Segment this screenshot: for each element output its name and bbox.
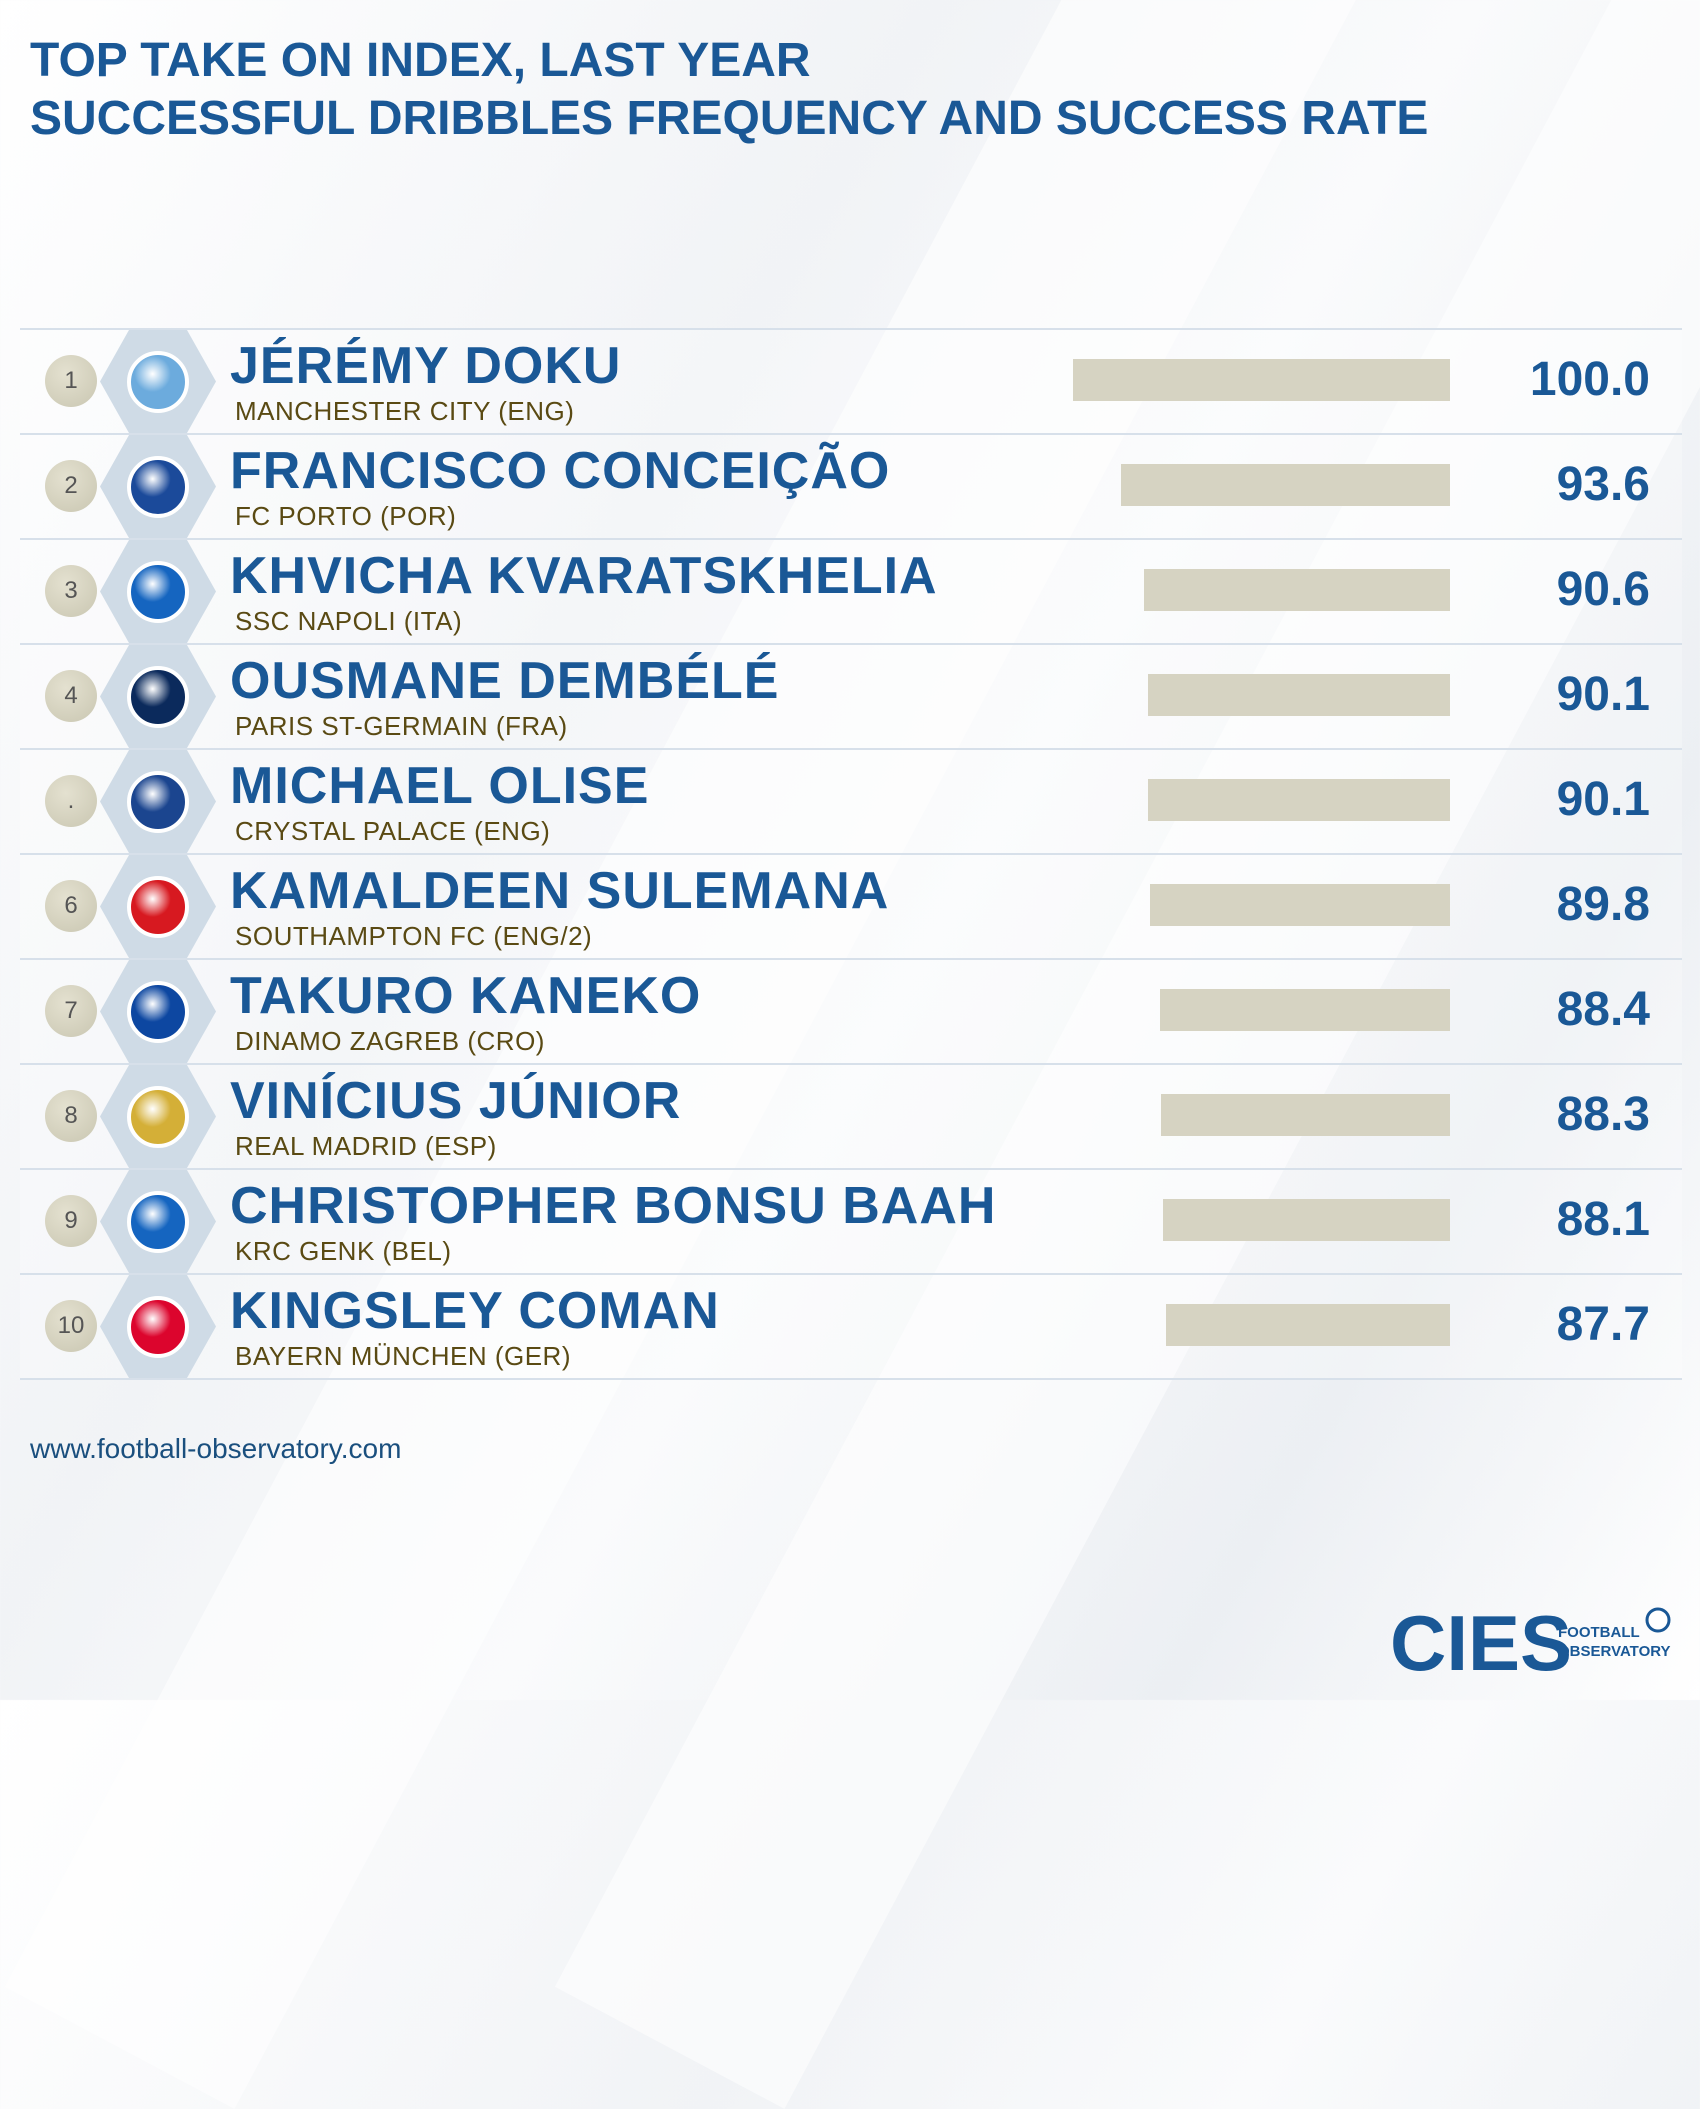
value-bar bbox=[1073, 359, 1450, 401]
rank-badge: 3 bbox=[45, 565, 97, 617]
value-bar bbox=[1148, 779, 1450, 821]
rank-badge: 8 bbox=[45, 1090, 97, 1142]
value-bar bbox=[1144, 569, 1450, 611]
rank-badge: 10 bbox=[45, 1300, 97, 1352]
player-name: CHRISTOPHER BONSU BAAH bbox=[230, 1177, 997, 1235]
player-name: VINÍCIUS JÚNIOR bbox=[230, 1072, 682, 1130]
logo-line-2: OBSERVATORY bbox=[1558, 1643, 1671, 1660]
table-row: 10 KINGSLEY COMAN BAYERN MÜNCHEN (GER) 87.7 bbox=[20, 1273, 1682, 1380]
value-label: 88.3 bbox=[1556, 1088, 1650, 1141]
value-label: 93.6 bbox=[1556, 458, 1650, 511]
rank-badge: . bbox=[45, 775, 97, 827]
dinamo-zagreb-crest-icon bbox=[127, 981, 189, 1043]
value-label: 88.4 bbox=[1556, 983, 1650, 1036]
value-label: 100.0 bbox=[1529, 353, 1650, 406]
cies-logo: CIES FOOTBALL OBSERVATORY bbox=[1390, 1600, 1671, 1680]
source-link[interactable]: www.football-observatory.com bbox=[30, 1433, 402, 1464]
value-bar bbox=[1121, 464, 1450, 506]
player-name: KAMALDEEN SULEMANA bbox=[230, 862, 890, 920]
rank-badge: 1 bbox=[45, 355, 97, 407]
title-line-2: SUCCESSFUL DRIBBLES FREQUENCY AND SUCCES… bbox=[30, 92, 1429, 145]
table-row: . MICHAEL OLISE CRYSTAL PALACE (ENG) 90.1 bbox=[20, 748, 1682, 853]
fc-porto-crest-icon bbox=[127, 456, 189, 518]
value-label: 89.8 bbox=[1556, 878, 1650, 931]
club-name: REAL MADRID (ESP) bbox=[235, 1131, 497, 1161]
club-name: SSC NAPOLI (ITA) bbox=[235, 606, 463, 636]
table-row: 8 VINÍCIUS JÚNIOR REAL MADRID (ESP) 88.3 bbox=[20, 1063, 1682, 1168]
real-madrid-crest-icon bbox=[127, 1086, 189, 1148]
player-name: JÉRÉMY DOKU bbox=[230, 337, 622, 395]
club-name: BAYERN MÜNCHEN (GER) bbox=[235, 1341, 571, 1371]
value-bar bbox=[1148, 674, 1450, 716]
rank-badge: 2 bbox=[45, 460, 97, 512]
value-label: 90.1 bbox=[1556, 668, 1650, 721]
table-row: 3 KHVICHA KVARATSKHELIA SSC NAPOLI (ITA) 90… bbox=[20, 538, 1682, 643]
psg-crest-icon bbox=[127, 666, 189, 728]
player-name: FRANCISCO CONCEIÇÃO bbox=[230, 442, 891, 500]
player-name: KINGSLEY COMAN bbox=[230, 1282, 720, 1340]
napoli-crest-icon bbox=[127, 561, 189, 623]
club-name: CRYSTAL PALACE (ENG) bbox=[235, 816, 551, 846]
logo-line-1: FOOTBALL bbox=[1558, 1624, 1640, 1641]
value-label: 87.7 bbox=[1556, 1298, 1650, 1351]
value-bar bbox=[1166, 1304, 1450, 1346]
value-bar bbox=[1161, 1094, 1450, 1136]
value-bar bbox=[1163, 1199, 1450, 1241]
value-bar bbox=[1150, 884, 1450, 926]
genk-crest-icon bbox=[127, 1191, 189, 1253]
player-name: OUSMANE DEMBÉLÉ bbox=[230, 652, 780, 710]
logo-brand: CIES bbox=[1390, 1600, 1572, 1680]
club-name: DINAMO ZAGREB (CRO) bbox=[235, 1026, 545, 1056]
crystal-palace-crest-icon bbox=[127, 771, 189, 833]
value-label: 90.6 bbox=[1556, 563, 1650, 616]
table-row: 9 CHRISTOPHER BONSU BAAH KRC GENK (BEL) 88.… bbox=[20, 1168, 1682, 1273]
player-name: KHVICHA KVARATSKHELIA bbox=[230, 547, 938, 605]
rank-badge: 7 bbox=[45, 985, 97, 1037]
bayern-crest-icon bbox=[127, 1296, 189, 1358]
table-row: 4 OUSMANE DEMBÉLÉ PARIS ST-GERMAIN (FRA) 90… bbox=[20, 643, 1682, 748]
rank-badge: 4 bbox=[45, 670, 97, 722]
table-row: 2 FRANCISCO CONCEIÇÃO FC PORTO (POR) 93.6 bbox=[20, 433, 1682, 538]
value-label: 88.1 bbox=[1556, 1193, 1650, 1246]
rank-badge: 9 bbox=[45, 1195, 97, 1247]
player-name: TAKURO KANEKO bbox=[230, 967, 702, 1025]
chart-title: TOP TAKE ON INDEX, LAST YEAR SUCCESSFUL … bbox=[30, 32, 1428, 148]
manchester-city-crest-icon bbox=[127, 351, 189, 413]
value-bar bbox=[1160, 989, 1450, 1031]
player-name: MICHAEL OLISE bbox=[230, 757, 650, 815]
table-row: 6 KAMALDEEN SULEMANA SOUTHAMPTON FC (ENG/2… bbox=[20, 853, 1682, 958]
title-line-1: TOP TAKE ON INDEX, LAST YEAR bbox=[30, 34, 811, 87]
club-name: FC PORTO (POR) bbox=[235, 501, 457, 531]
table-row: 1 JÉRÉMY DOKU MANCHESTER CITY (ENG) 100.0 bbox=[20, 328, 1682, 433]
club-name: PARIS ST-GERMAIN (FRA) bbox=[235, 711, 568, 741]
ranking-table: 1 JÉRÉMY DOKU MANCHESTER CITY (ENG) 100.0 2 F… bbox=[20, 328, 1682, 1380]
southampton-crest-icon bbox=[127, 876, 189, 938]
table-row: 7 TAKURO KANEKO DINAMO ZAGREB (CRO) 88.4 bbox=[20, 958, 1682, 1063]
club-name: MANCHESTER CITY (ENG) bbox=[235, 396, 575, 426]
value-label: 90.1 bbox=[1556, 773, 1650, 826]
club-name: KRC GENK (BEL) bbox=[235, 1236, 452, 1266]
football-icon bbox=[1645, 1607, 1671, 1633]
club-name: SOUTHAMPTON FC (ENG/2) bbox=[235, 921, 593, 951]
rank-badge: 6 bbox=[45, 880, 97, 932]
